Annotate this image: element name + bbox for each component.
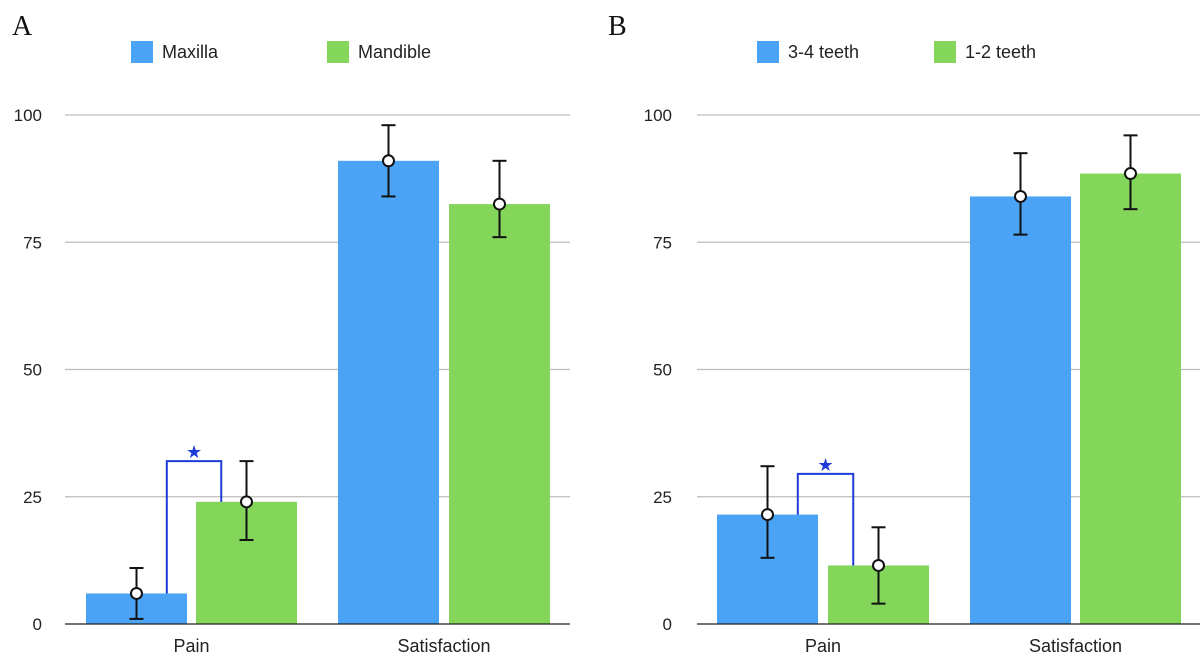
panel-a: A Maxilla Mandible 0 25 50 75 100 ★ Pain Satisfact… [12,11,570,656]
x-category-label: Satisfaction [397,636,490,656]
x-category-label: Pain [173,636,209,656]
mean-marker [1124,167,1137,181]
bar [970,196,1071,624]
legend-label: 1-2 teeth [965,42,1036,62]
significance-star: ★ [186,442,202,463]
mean-marker [130,586,143,600]
mean-marker [382,154,395,168]
mean-marker [872,558,885,572]
bar [1080,173,1181,624]
y-tick-label: 0 [33,615,42,634]
bar [338,160,439,624]
mean-marker [493,197,506,211]
panel-b: B 3-4 teeth 1-2 teeth 0 25 50 75 100 ★ Pain Satisf… [608,11,1200,656]
y-tick-label: 50 [23,361,42,380]
mean-marker [761,508,774,522]
legend-swatch [131,41,153,63]
bar [449,204,550,624]
significance-bracket [165,460,223,594]
significance-bracket [796,472,855,566]
y-tick-label: 50 [653,361,672,380]
y-tick-label: 25 [23,488,42,507]
panel-label: A [12,11,33,42]
legend-label: Maxilla [162,42,219,62]
y-tick-label: 25 [653,488,672,507]
y-tick-label: 100 [14,106,42,125]
significance-star: ★ [817,455,833,476]
legend-swatch [327,41,349,63]
y-tick-label: 75 [23,233,42,252]
y-tick-label: 100 [644,106,672,125]
legend-swatch [757,41,779,63]
legend-label: Mandible [358,42,431,62]
x-category-label: Satisfaction [1029,636,1122,656]
y-tick-label: 75 [653,233,672,252]
legend-swatch [934,41,956,63]
mean-marker [1014,189,1027,203]
panel-label: B [608,11,627,42]
legend-label: 3-4 teeth [788,42,859,62]
mean-marker [240,495,253,509]
y-tick-label: 0 [663,615,672,634]
x-category-label: Pain [805,636,841,656]
